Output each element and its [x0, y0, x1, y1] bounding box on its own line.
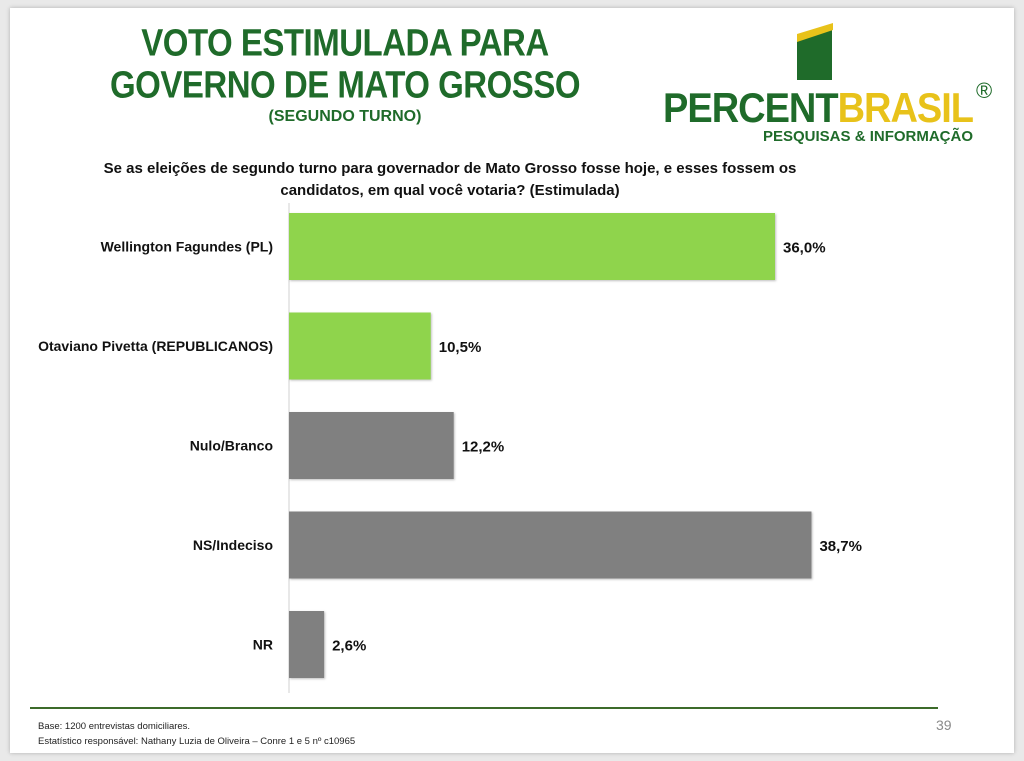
category-label-0: Wellington Fagundes (PL)	[101, 239, 273, 255]
page-number: 39	[936, 717, 952, 733]
category-label-4: NR	[253, 637, 273, 653]
bar-chart: Wellington Fagundes (PL) 36,0% Otaviano Pi…	[38, 203, 862, 693]
bar-2	[289, 412, 454, 479]
percentbrasil-logo: PERCENTBRASIL ® PESQUISAS & INFORMAÇÃO	[660, 20, 1000, 150]
logo-flag-icon	[797, 23, 833, 80]
value-label-3: 38,7%	[819, 538, 862, 555]
bar-0	[289, 213, 775, 280]
bar-4	[289, 611, 325, 678]
value-label-2: 12,2%	[462, 439, 505, 456]
logo-tagline: PESQUISAS & INFORMAÇÃO	[763, 128, 974, 145]
page-title-line2: GOVERNO DE MATO GROSSO	[110, 63, 581, 106]
category-label-2: Nulo/Branco	[190, 438, 273, 454]
logo-name-part2: BRASIL	[837, 85, 974, 133]
category-label-3: NS/Indeciso	[193, 537, 273, 553]
value-label-1: 10,5%	[439, 339, 482, 356]
value-label-0: 36,0%	[783, 240, 826, 257]
page-subtitle: (SEGUNDO TURNO)	[268, 108, 422, 125]
registered-mark: ®	[976, 78, 993, 103]
page-title-line1: VOTO ESTIMULADA PARA	[141, 21, 549, 64]
footer-base: Base: 1200 entrevistas domiciliares.	[38, 721, 191, 732]
bar-1	[289, 312, 431, 380]
footer-divider	[30, 707, 938, 709]
logo-name-part1: PERCENT	[663, 85, 839, 133]
value-label-4: 2,6%	[332, 638, 366, 655]
bar-3	[289, 511, 812, 579]
footer-statistician: Estatístico responsável: Nathany Luzia d…	[38, 736, 356, 747]
survey-question: Se as eleições de segundo turno para gov…	[103, 160, 797, 199]
category-label-1: Otaviano Pivetta (REPUBLICANOS)	[38, 338, 273, 354]
slide: VOTO ESTIMULADA PARA GOVERNO DE MATO GRO…	[10, 8, 1014, 753]
logo-wordmark: PERCENTBRASIL	[663, 85, 974, 133]
